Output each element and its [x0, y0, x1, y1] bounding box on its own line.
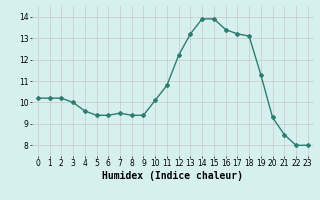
X-axis label: Humidex (Indice chaleur): Humidex (Indice chaleur): [102, 171, 243, 181]
